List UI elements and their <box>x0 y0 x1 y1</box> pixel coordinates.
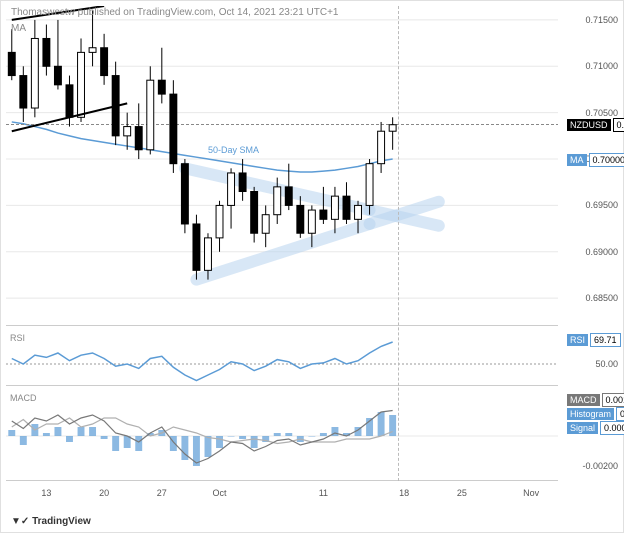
rsi-label: RSI <box>10 333 25 343</box>
price-panel[interactable]: 50-Day SMA <box>6 6 558 326</box>
y-axis: 0.685000.690000.695000.700000.705000.710… <box>563 1 623 532</box>
ma-indicator-label: MA <box>11 23 26 34</box>
price-badge: NZDUSD0.70373 <box>563 116 624 134</box>
macd-badge: Signal0.00038 <box>563 419 624 437</box>
tradingview-logo[interactable]: ▼✓ TradingView <box>11 516 91 527</box>
price-chart-svg <box>6 6 558 325</box>
rsi-panel[interactable]: RSI <box>6 331 558 386</box>
chart-container: Thomaswestw published on TradingView.com… <box>0 0 624 533</box>
macd-chart-svg <box>6 391 558 480</box>
sma-annotation: 50-Day SMA <box>208 145 259 155</box>
price-badge: MA0.70000 <box>563 151 624 169</box>
rsi-chart-svg <box>6 331 558 385</box>
rsi-badge: RSI69.71 <box>563 331 624 349</box>
macd-label: MACD <box>10 393 37 403</box>
macd-panel[interactable]: MACD <box>6 391 558 481</box>
current-time-line <box>398 6 399 481</box>
x-axis: 132027Oct111825Nov <box>6 486 558 506</box>
publish-header: Thomaswestw published on TradingView.com… <box>11 7 339 18</box>
